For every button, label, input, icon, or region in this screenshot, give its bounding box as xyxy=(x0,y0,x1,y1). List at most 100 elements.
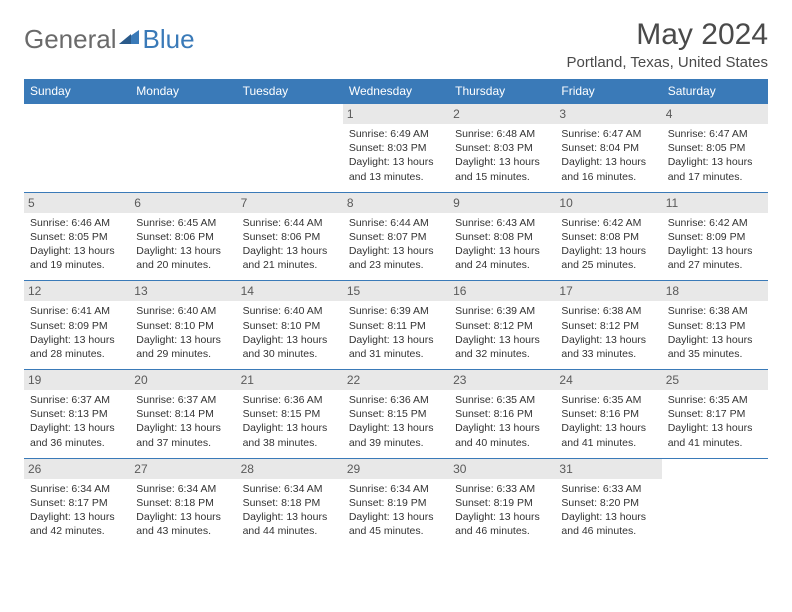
day-number: 9 xyxy=(449,193,555,213)
day-cell: 27 Sunrise: 6:34 AMSunset: 8:18 PMDayligh… xyxy=(130,458,236,546)
day-number: 2 xyxy=(449,104,555,124)
day-info: Sunrise: 6:47 AMSunset: 8:05 PMDaylight:… xyxy=(668,127,762,184)
day-cell: 24 Sunrise: 6:35 AMSunset: 8:16 PMDayligh… xyxy=(555,370,661,459)
day-cell: 20 Sunrise: 6:37 AMSunset: 8:14 PMDayligh… xyxy=(130,370,236,459)
day-info: Sunrise: 6:34 AMSunset: 8:19 PMDaylight:… xyxy=(349,482,443,539)
day-number: 14 xyxy=(237,281,343,301)
day-number: 20 xyxy=(130,370,236,390)
day-cell: 26Sunrise: 6:34 AMSunset: 8:17 PMDayligh… xyxy=(24,458,130,546)
day-cell: 12 Sunrise: 6:41 AMSunset: 8:09 PMDayligh… xyxy=(24,281,130,370)
day-info: Sunrise: 6:36 AMSunset: 8:15 PMDaylight:… xyxy=(243,393,337,450)
day-number: 27 xyxy=(130,459,236,479)
day-info: Sunrise: 6:38 AMSunset: 8:13 PMDaylight:… xyxy=(668,304,762,361)
day-header-row: SundayMondayTuesdayWednesdayThursdayFrid… xyxy=(24,79,768,104)
day-number: 17 xyxy=(555,281,661,301)
day-info: Sunrise: 6:39 AMSunset: 8:11 PMDaylight:… xyxy=(349,304,443,361)
day-cell: 19Sunrise: 6:37 AMSunset: 8:13 PMDayligh… xyxy=(24,370,130,459)
day-info: Sunrise: 6:34 AMSunset: 8:17 PMDaylight:… xyxy=(30,482,124,539)
day-number: 7 xyxy=(237,193,343,213)
day-number: 6 xyxy=(130,193,236,213)
day-cell: 29 Sunrise: 6:34 AMSunset: 8:19 PMDayligh… xyxy=(343,458,449,546)
day-number: 15 xyxy=(343,281,449,301)
calendar-table: SundayMondayTuesdayWednesdayThursdayFrid… xyxy=(24,79,768,546)
day-cell: 31 Sunrise: 6:33 AMSunset: 8:20 PMDayligh… xyxy=(555,458,661,546)
day-cell: 16 Sunrise: 6:39 AMSunset: 8:12 PMDayligh… xyxy=(449,281,555,370)
sail-icon xyxy=(117,28,141,46)
week-row: 26Sunrise: 6:34 AMSunset: 8:17 PMDayligh… xyxy=(24,458,768,546)
day-header: Saturday xyxy=(662,79,768,104)
day-number: 19 xyxy=(24,370,130,390)
day-cell: 5 Sunrise: 6:46 AMSunset: 8:05 PMDaylight… xyxy=(24,192,130,281)
day-number: 24 xyxy=(555,370,661,390)
logo-text-blue: Blue xyxy=(143,24,195,55)
day-cell xyxy=(237,104,343,193)
day-info: Sunrise: 6:46 AMSunset: 8:05 PMDaylight:… xyxy=(30,216,124,273)
day-header: Monday xyxy=(130,79,236,104)
day-info: Sunrise: 6:45 AMSunset: 8:06 PMDaylight:… xyxy=(136,216,230,273)
day-cell: 3 Sunrise: 6:47 AMSunset: 8:04 PMDaylight… xyxy=(555,104,661,193)
day-cell: 8Sunrise: 6:44 AMSunset: 8:07 PMDaylight… xyxy=(343,192,449,281)
day-cell: 28 Sunrise: 6:34 AMSunset: 8:18 PMDayligh… xyxy=(237,458,343,546)
day-number: 1 xyxy=(343,104,449,124)
title-block: May 2024 Portland, Texas, United States xyxy=(566,18,768,71)
day-header: Wednesday xyxy=(343,79,449,104)
location-text: Portland, Texas, United States xyxy=(566,54,768,71)
day-cell: 25Sunrise: 6:35 AMSunset: 8:17 PMDayligh… xyxy=(662,370,768,459)
day-cell: 7 Sunrise: 6:44 AMSunset: 8:06 PMDaylight… xyxy=(237,192,343,281)
day-cell: 4 Sunrise: 6:47 AMSunset: 8:05 PMDaylight… xyxy=(662,104,768,193)
day-number: 22 xyxy=(343,370,449,390)
day-cell: 23 Sunrise: 6:35 AMSunset: 8:16 PMDayligh… xyxy=(449,370,555,459)
header: General Blue May 2024 Portland, Texas, U… xyxy=(24,18,768,71)
day-number: 23 xyxy=(449,370,555,390)
day-cell xyxy=(662,458,768,546)
week-row: 1 Sunrise: 6:49 AMSunset: 8:03 PMDaylight… xyxy=(24,104,768,193)
day-info: Sunrise: 6:35 AMSunset: 8:16 PMDaylight:… xyxy=(561,393,655,450)
day-header: Sunday xyxy=(24,79,130,104)
day-info: Sunrise: 6:44 AMSunset: 8:07 PMDaylight:… xyxy=(349,216,443,273)
day-cell: 14Sunrise: 6:40 AMSunset: 8:10 PMDayligh… xyxy=(237,281,343,370)
calendar-body: 1 Sunrise: 6:49 AMSunset: 8:03 PMDaylight… xyxy=(24,104,768,547)
day-cell: 6 Sunrise: 6:45 AMSunset: 8:06 PMDaylight… xyxy=(130,192,236,281)
day-info: Sunrise: 6:36 AMSunset: 8:15 PMDaylight:… xyxy=(349,393,443,450)
day-info: Sunrise: 6:37 AMSunset: 8:14 PMDaylight:… xyxy=(136,393,230,450)
day-cell: 18Sunrise: 6:38 AMSunset: 8:13 PMDayligh… xyxy=(662,281,768,370)
day-number: 12 xyxy=(24,281,130,301)
day-info: Sunrise: 6:35 AMSunset: 8:16 PMDaylight:… xyxy=(455,393,549,450)
day-info: Sunrise: 6:49 AMSunset: 8:03 PMDaylight:… xyxy=(349,127,443,184)
day-cell: 30Sunrise: 6:33 AMSunset: 8:19 PMDayligh… xyxy=(449,458,555,546)
month-title: May 2024 xyxy=(566,18,768,52)
day-info: Sunrise: 6:44 AMSunset: 8:06 PMDaylight:… xyxy=(243,216,337,273)
day-info: Sunrise: 6:42 AMSunset: 8:08 PMDaylight:… xyxy=(561,216,655,273)
day-number: 16 xyxy=(449,281,555,301)
week-row: 12 Sunrise: 6:41 AMSunset: 8:09 PMDayligh… xyxy=(24,281,768,370)
day-cell xyxy=(130,104,236,193)
day-cell: 22 Sunrise: 6:36 AMSunset: 8:15 PMDayligh… xyxy=(343,370,449,459)
logo-text-general: General xyxy=(24,24,117,55)
day-number: 29 xyxy=(343,459,449,479)
logo: General Blue xyxy=(24,24,195,55)
day-info: Sunrise: 6:39 AMSunset: 8:12 PMDaylight:… xyxy=(455,304,549,361)
day-info: Sunrise: 6:48 AMSunset: 8:03 PMDaylight:… xyxy=(455,127,549,184)
day-number: 10 xyxy=(555,193,661,213)
day-info: Sunrise: 6:34 AMSunset: 8:18 PMDaylight:… xyxy=(136,482,230,539)
day-number: 11 xyxy=(662,193,768,213)
day-cell: 2 Sunrise: 6:48 AMSunset: 8:03 PMDaylight… xyxy=(449,104,555,193)
day-number: 28 xyxy=(237,459,343,479)
day-cell: 13Sunrise: 6:40 AMSunset: 8:10 PMDayligh… xyxy=(130,281,236,370)
day-header: Friday xyxy=(555,79,661,104)
day-number: 25 xyxy=(662,370,768,390)
day-number: 31 xyxy=(555,459,661,479)
day-number: 4 xyxy=(662,104,768,124)
day-number: 13 xyxy=(130,281,236,301)
day-info: Sunrise: 6:33 AMSunset: 8:20 PMDaylight:… xyxy=(561,482,655,539)
day-cell xyxy=(24,104,130,193)
day-number: 5 xyxy=(24,193,130,213)
day-number: 30 xyxy=(449,459,555,479)
day-cell: 15 Sunrise: 6:39 AMSunset: 8:11 PMDayligh… xyxy=(343,281,449,370)
day-cell: 21Sunrise: 6:36 AMSunset: 8:15 PMDayligh… xyxy=(237,370,343,459)
day-info: Sunrise: 6:34 AMSunset: 8:18 PMDaylight:… xyxy=(243,482,337,539)
day-info: Sunrise: 6:41 AMSunset: 8:09 PMDaylight:… xyxy=(30,304,124,361)
day-info: Sunrise: 6:47 AMSunset: 8:04 PMDaylight:… xyxy=(561,127,655,184)
day-number: 3 xyxy=(555,104,661,124)
day-cell: 1 Sunrise: 6:49 AMSunset: 8:03 PMDaylight… xyxy=(343,104,449,193)
